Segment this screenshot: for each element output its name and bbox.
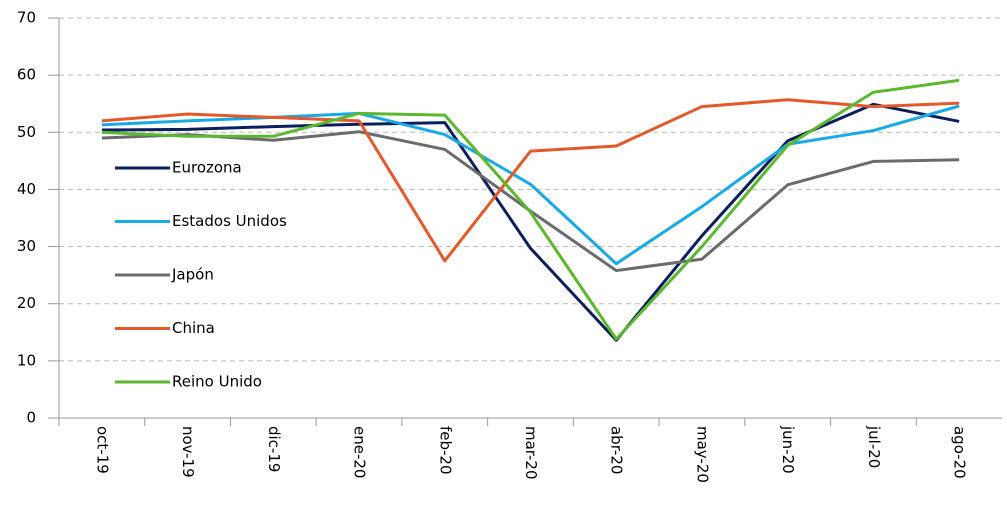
x-tick-label: may-20 xyxy=(693,426,711,483)
y-tick-label: 30 xyxy=(17,237,36,255)
x-tick-label: jul-20 xyxy=(865,425,883,468)
legend-label: Eurozona xyxy=(172,159,242,177)
y-tick-label: 10 xyxy=(17,351,36,369)
series-line xyxy=(101,98,960,263)
series-line xyxy=(101,78,960,341)
x-tick-label: feb-20 xyxy=(436,426,454,475)
x-tick-label: nov-19 xyxy=(179,426,197,478)
x-tick-label: dic-19 xyxy=(265,426,283,472)
series-line xyxy=(101,104,960,266)
y-tick-label: 50 xyxy=(17,123,36,141)
x-tick-label: ago-20 xyxy=(951,426,969,479)
x-tick-label: jun-20 xyxy=(779,425,797,474)
y-tick-label: 0 xyxy=(26,409,36,427)
y-tick-label: 40 xyxy=(17,180,36,198)
x-tick-label: oct-19 xyxy=(93,426,111,474)
x-tick-label: mar-20 xyxy=(522,426,540,480)
x-tick-label: abr-20 xyxy=(608,426,626,474)
y-tick-label: 20 xyxy=(17,294,36,312)
legend-label: Estados Unidos xyxy=(172,212,287,230)
y-tick-label: 70 xyxy=(17,9,36,27)
legend-label: China xyxy=(172,319,215,337)
y-tick-label: 60 xyxy=(17,66,36,84)
legend-label: Reino Unido xyxy=(172,373,262,391)
legend-label: Japón xyxy=(171,266,214,284)
x-tick-label: ene-20 xyxy=(351,426,369,478)
